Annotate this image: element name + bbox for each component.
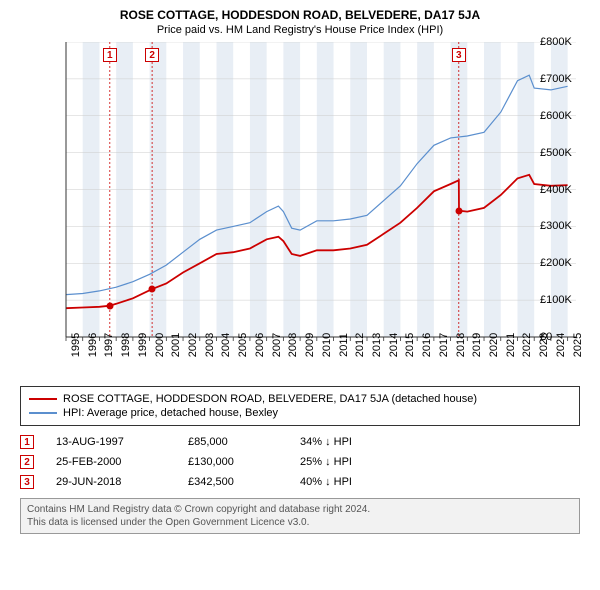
- x-tick-label: 2008: [287, 333, 299, 357]
- x-tick-label: 2018: [455, 333, 467, 357]
- data-row: 3 29-JUN-2018 £342,500 40% ↓ HPI: [20, 472, 580, 492]
- x-tick-label: 2000: [154, 333, 166, 357]
- x-tick-label: 1997: [103, 333, 115, 357]
- y-tick-label: £100K: [540, 294, 586, 306]
- x-tick-label: 2011: [338, 333, 350, 357]
- chart-svg: [14, 42, 586, 382]
- y-tick-label: £800K: [540, 36, 586, 48]
- x-tick-label: 2019: [471, 333, 483, 357]
- legend-row: HPI: Average price, detached house, Bexl…: [29, 406, 571, 420]
- data-row-price: £85,000: [188, 436, 278, 448]
- x-tick-label: 2009: [304, 333, 316, 357]
- x-tick-label: 2002: [187, 333, 199, 357]
- x-tick-label: 2014: [388, 333, 400, 357]
- x-tick-label: 2023: [538, 333, 550, 357]
- y-tick-label: £500K: [540, 147, 586, 159]
- x-tick-label: 2005: [237, 333, 249, 357]
- sale-dot-2: [149, 286, 156, 293]
- legend-label: ROSE COTTAGE, HODDESDON ROAD, BELVEDERE,…: [63, 393, 477, 405]
- x-tick-label: 2007: [271, 333, 283, 357]
- y-tick-label: £600K: [540, 110, 586, 122]
- x-tick-label: 2004: [220, 333, 232, 357]
- legend-swatch: [29, 398, 57, 400]
- data-row-delta: 40% ↓ HPI: [300, 476, 352, 488]
- data-row-delta: 34% ↓ HPI: [300, 436, 352, 448]
- y-tick-label: £400K: [540, 184, 586, 196]
- data-row-date: 29-JUN-2018: [56, 476, 166, 488]
- data-row-marker: 2: [20, 455, 34, 469]
- x-tick-label: 1998: [120, 333, 132, 357]
- x-tick-label: 2022: [521, 333, 533, 357]
- data-row-date: 13-AUG-1997: [56, 436, 166, 448]
- sale-dot-1: [106, 302, 113, 309]
- x-tick-label: 2025: [572, 333, 584, 357]
- chart-container: ROSE COTTAGE, HODDESDON ROAD, BELVEDERE,…: [0, 0, 600, 590]
- footer-line2: This data is licensed under the Open Gov…: [27, 516, 573, 529]
- x-tick-label: 2006: [254, 333, 266, 357]
- data-row-price: £342,500: [188, 476, 278, 488]
- legend-swatch: [29, 412, 57, 413]
- x-tick-label: 2020: [488, 333, 500, 357]
- x-tick-label: 1995: [70, 333, 82, 357]
- x-tick-label: 2015: [404, 333, 416, 357]
- chart-title: ROSE COTTAGE, HODDESDON ROAD, BELVEDERE,…: [0, 0, 600, 22]
- x-tick-label: 2016: [421, 333, 433, 357]
- sale-marker-2: 2: [145, 48, 159, 62]
- data-row-date: 25-FEB-2000: [56, 456, 166, 468]
- legend-label: HPI: Average price, detached house, Bexl…: [63, 407, 278, 419]
- x-tick-label: 2024: [555, 333, 567, 357]
- x-tick-label: 2001: [170, 333, 182, 357]
- data-row-price: £130,000: [188, 456, 278, 468]
- x-tick-label: 2017: [438, 333, 450, 357]
- x-tick-label: 1996: [87, 333, 99, 357]
- sale-marker-1: 1: [103, 48, 117, 62]
- data-row-marker: 3: [20, 475, 34, 489]
- legend-row: ROSE COTTAGE, HODDESDON ROAD, BELVEDERE,…: [29, 392, 571, 406]
- x-tick-label: 1999: [137, 333, 149, 357]
- chart-subtitle: Price paid vs. HM Land Registry's House …: [0, 22, 600, 42]
- x-tick-label: 2013: [371, 333, 383, 357]
- x-tick-label: 2021: [505, 333, 517, 357]
- data-row: 1 13-AUG-1997 £85,000 34% ↓ HPI: [20, 432, 580, 452]
- legend: ROSE COTTAGE, HODDESDON ROAD, BELVEDERE,…: [20, 386, 580, 426]
- chart-plot-area: £0£100K£200K£300K£400K£500K£600K£700K£80…: [14, 42, 586, 382]
- x-tick-label: 2012: [354, 333, 366, 357]
- data-row-delta: 25% ↓ HPI: [300, 456, 352, 468]
- footer-attribution: Contains HM Land Registry data © Crown c…: [20, 498, 580, 534]
- footer-line1: Contains HM Land Registry data © Crown c…: [27, 503, 573, 516]
- data-row: 2 25-FEB-2000 £130,000 25% ↓ HPI: [20, 452, 580, 472]
- sale-marker-3: 3: [452, 48, 466, 62]
- x-tick-label: 2003: [204, 333, 216, 357]
- y-tick-label: £300K: [540, 220, 586, 232]
- sale-data-table: 1 13-AUG-1997 £85,000 34% ↓ HPI 2 25-FEB-2000…: [20, 432, 580, 492]
- sale-dot-3: [455, 207, 462, 214]
- y-tick-label: £200K: [540, 257, 586, 269]
- data-row-marker: 1: [20, 435, 34, 449]
- x-tick-label: 2010: [321, 333, 333, 357]
- y-tick-label: £700K: [540, 73, 586, 85]
